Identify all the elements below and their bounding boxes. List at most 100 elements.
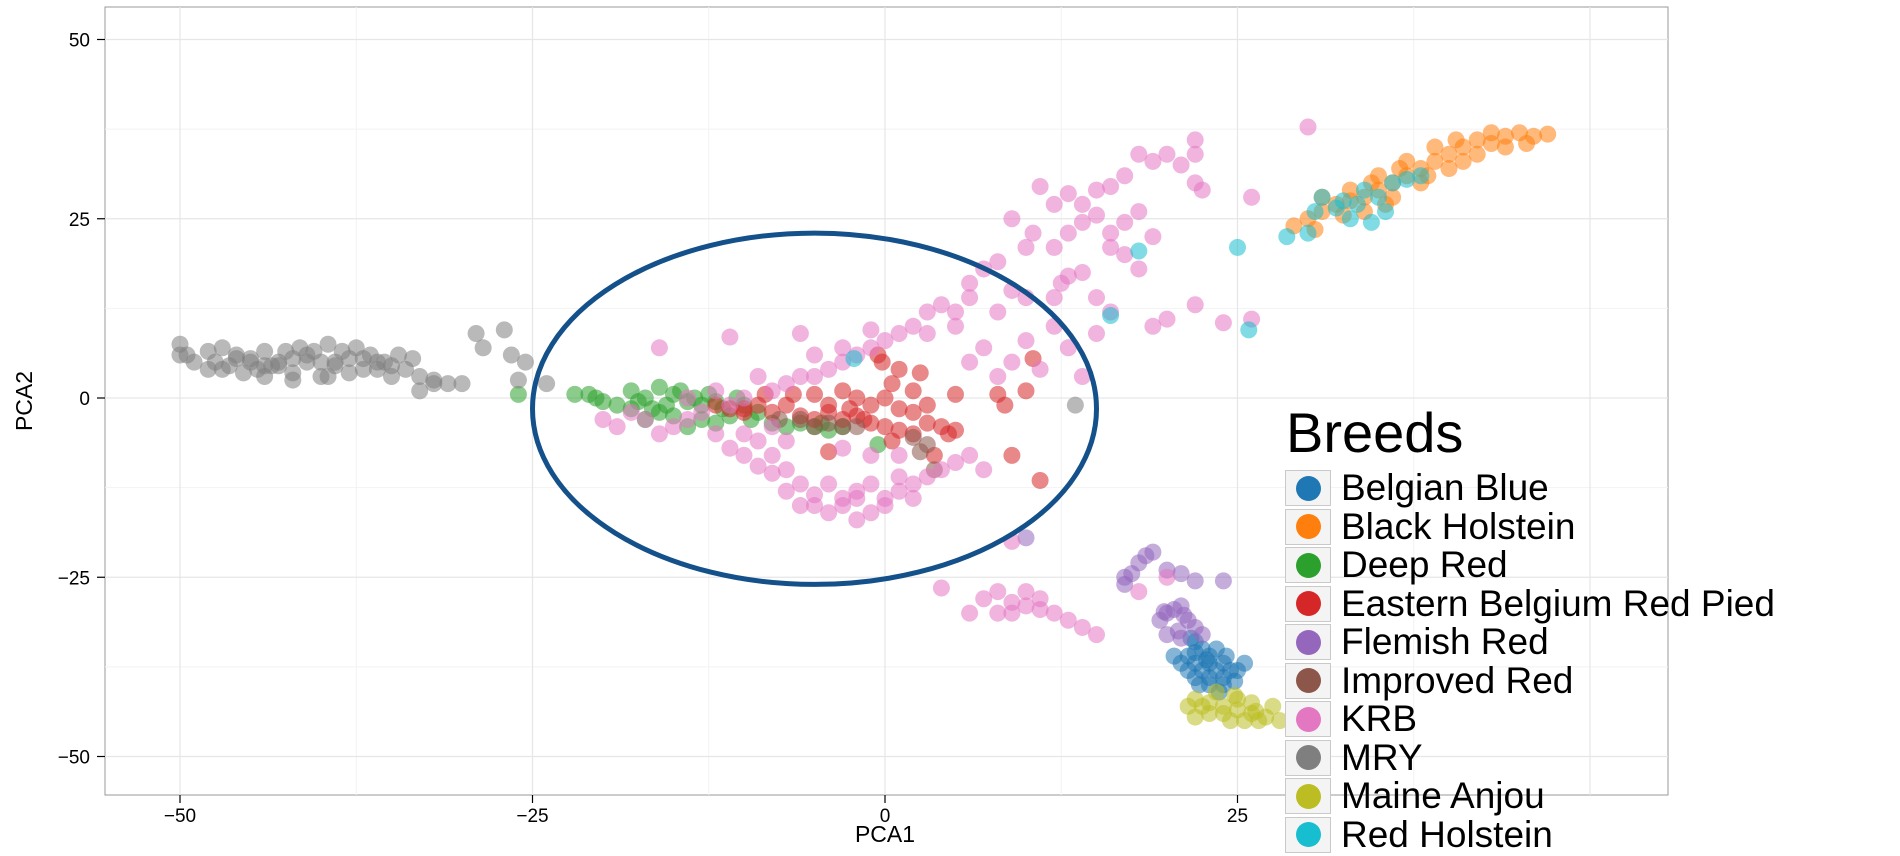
legend-label: Black Holstein (1341, 505, 1576, 547)
data-point (862, 475, 880, 493)
data-point (911, 364, 929, 382)
data-point (862, 321, 880, 339)
data-point (227, 350, 245, 368)
data-point (961, 274, 979, 292)
y-tick-label: −25 (58, 568, 90, 589)
data-point (354, 350, 372, 368)
legend-key (1285, 778, 1331, 815)
data-point (516, 353, 534, 371)
data-point (1278, 228, 1296, 246)
data-point (1207, 683, 1225, 701)
data-point (1377, 203, 1395, 221)
data-point (1186, 145, 1204, 163)
data-point (989, 604, 1007, 622)
data-point (474, 339, 492, 357)
data-point (1214, 704, 1232, 722)
data-point (1003, 604, 1021, 622)
data-point (1440, 160, 1458, 178)
data-point (707, 425, 725, 443)
legend-label: Improved Red (1341, 659, 1574, 701)
data-point (975, 339, 993, 357)
data-point (735, 446, 753, 464)
data-point (1370, 188, 1387, 206)
x-tick-label: 25 (1227, 806, 1248, 827)
data-point (932, 461, 950, 479)
data-point (1197, 651, 1215, 669)
data-point (834, 439, 852, 457)
data-point (721, 439, 739, 457)
data-point (791, 497, 809, 515)
data-point (834, 497, 852, 515)
data-point (904, 475, 922, 493)
data-point (1073, 213, 1091, 231)
data-point (1179, 661, 1197, 679)
data-point (904, 403, 922, 421)
data-point (820, 414, 838, 432)
data-point (1088, 626, 1105, 644)
data-point (989, 253, 1007, 271)
data-point (1116, 167, 1134, 185)
data-point (1186, 174, 1204, 192)
data-point (1539, 125, 1557, 143)
data-point (947, 303, 964, 321)
data-point (1059, 185, 1077, 203)
data-point (1334, 192, 1352, 210)
data-point (996, 396, 1014, 414)
data-point (1073, 264, 1091, 282)
data-point (791, 324, 809, 342)
legend-label: Flemish Red (1341, 621, 1549, 663)
data-point (1017, 529, 1035, 547)
data-point (284, 371, 302, 389)
data-point (1341, 210, 1359, 228)
legend-label: Deep Red (1341, 544, 1508, 586)
data-point (1116, 246, 1134, 264)
legend-swatch (1295, 629, 1321, 655)
y-tick-label: −50 (58, 748, 90, 769)
data-point (1003, 353, 1021, 371)
data-point (763, 382, 781, 400)
data-point (650, 339, 668, 357)
data-point (1144, 228, 1162, 246)
data-point (1518, 134, 1536, 152)
data-point (1186, 572, 1204, 590)
data-point (707, 396, 725, 414)
data-point (1024, 224, 1042, 242)
data-point (1426, 138, 1444, 156)
legend-key (1285, 624, 1331, 661)
data-point (1144, 317, 1162, 335)
data-point (1172, 565, 1190, 583)
data-point (1144, 152, 1162, 170)
data-point (834, 418, 852, 436)
data-point (947, 454, 964, 472)
data-point (277, 342, 295, 360)
legend-key (1285, 701, 1331, 738)
data-point (467, 324, 485, 342)
series-mry (171, 321, 1084, 414)
data-point (876, 418, 894, 436)
data-point (777, 432, 795, 450)
legend-item: Improved Red (1285, 659, 1895, 701)
data-point (791, 411, 809, 429)
data-point (1240, 321, 1258, 339)
data-point (749, 457, 767, 475)
data-point (1247, 702, 1265, 720)
data-point (608, 396, 626, 414)
data-point (1264, 697, 1282, 715)
data-point (707, 382, 725, 400)
data-point (1468, 145, 1486, 163)
data-point (848, 511, 866, 529)
data-point (185, 353, 203, 371)
data-point (876, 389, 894, 407)
data-point (749, 432, 767, 450)
legend-swatch (1295, 783, 1321, 809)
data-point (1306, 203, 1324, 221)
legend-items: Belgian Blue Black Holstein Deep Red Easter… (1285, 467, 1895, 855)
y-axis-label: PCA2 (11, 371, 37, 431)
data-point (171, 346, 189, 364)
legend-label: MRY (1341, 736, 1423, 778)
data-point (806, 497, 823, 515)
data-point (1130, 145, 1148, 163)
data-point (1045, 195, 1063, 213)
data-point (947, 421, 964, 439)
